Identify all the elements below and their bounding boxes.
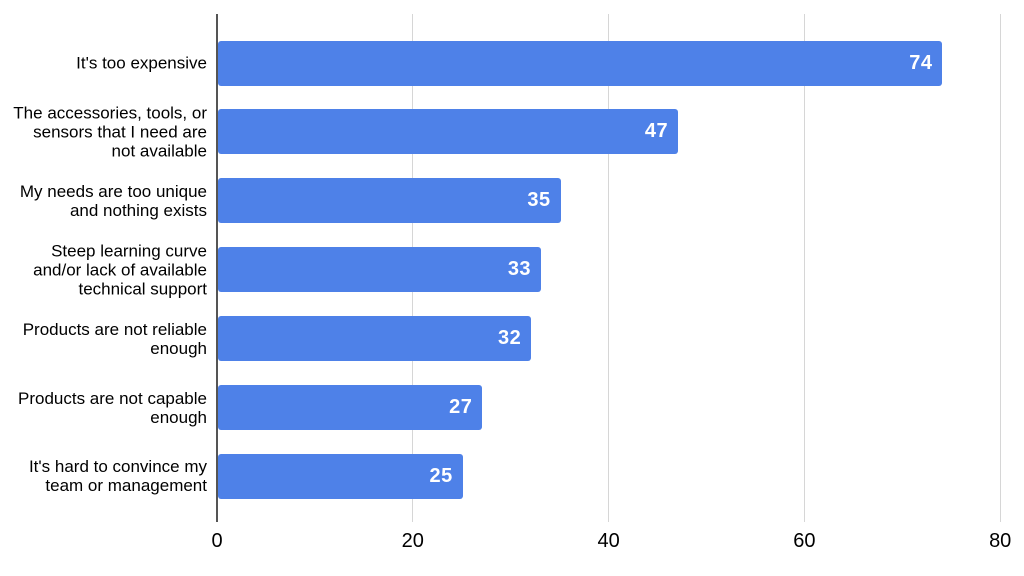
x-tick-label: 60 xyxy=(793,530,816,552)
bar: 74 xyxy=(218,40,943,86)
value-label: 74 xyxy=(909,51,933,74)
bar: 47 xyxy=(218,109,679,155)
bar: 35 xyxy=(218,178,561,224)
category-label: Steep learning curve and/or lack of avai… xyxy=(33,241,207,299)
category-label: My needs are too unique and nothing exis… xyxy=(19,181,207,220)
gridline xyxy=(608,14,610,522)
bar: 25 xyxy=(218,453,463,499)
baseline-axis-line xyxy=(216,14,218,522)
x-tick-label: 20 xyxy=(401,530,424,552)
value-label: 47 xyxy=(644,120,669,143)
category-label: The accessories, tools, or sensors that … xyxy=(13,103,207,161)
category-label: Products are not reliable enough xyxy=(22,319,207,358)
value-label: 25 xyxy=(429,464,453,487)
value-label: 33 xyxy=(507,258,532,281)
category-label: Products are not capable enough xyxy=(17,388,207,427)
gridline xyxy=(803,14,805,522)
bar: 27 xyxy=(218,385,483,430)
bar: 32 xyxy=(218,316,532,362)
category-label: It's too expensive xyxy=(76,53,207,73)
gridline xyxy=(999,14,1001,522)
bar: 33 xyxy=(218,247,542,293)
value-label: 35 xyxy=(527,189,551,212)
x-tick-label: 0 xyxy=(211,530,223,552)
value-label: 32 xyxy=(498,327,522,350)
x-tick-label: 40 xyxy=(597,530,620,552)
category-label: It's hard to convince my team or managem… xyxy=(28,457,207,496)
value-label: 27 xyxy=(449,396,473,418)
x-tick-label: 80 xyxy=(989,530,1012,552)
